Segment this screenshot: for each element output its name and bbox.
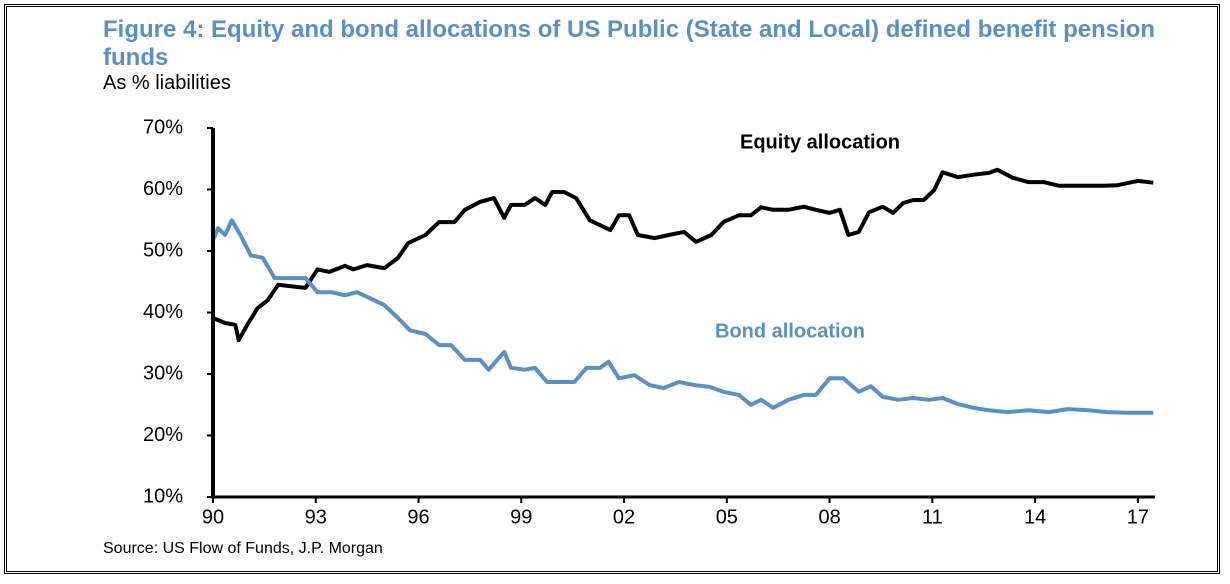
y-tick-label: 50% [143,239,183,261]
x-tick-label: 17 [1127,506,1149,528]
chart-subtitle: As % liabilities [103,72,231,94]
x-tick-label: 14 [1024,506,1046,528]
y-tick-label: 40% [143,301,183,323]
y-tick-label: 20% [143,424,183,446]
x-tick-label: 11 [922,506,943,528]
y-tick-label: 60% [143,178,183,200]
y-tick-label: 30% [143,362,183,384]
y-tick-label: 10% [143,485,183,507]
series-line [212,167,1154,343]
x-tick-label: 99 [510,506,532,528]
x-tick-label: 02 [613,506,635,528]
series-label: Equity allocation [740,131,900,153]
x-tick-label: 93 [305,506,327,528]
y-tick-label: 70% [143,116,183,138]
x-tick-label: 08 [818,506,840,528]
chart-title: Figure 4: Equity and bond allocations of… [103,16,1156,71]
x-tick-label: 96 [407,506,429,528]
series-line [211,218,1154,415]
frame [4,4,1220,574]
source-note: Source: US Flow of Funds, J.P. Morgan [103,540,383,557]
x-tick-label: 05 [716,506,738,528]
x-tick-label: 90 [202,506,224,528]
series-label: Bond allocation [715,320,865,342]
